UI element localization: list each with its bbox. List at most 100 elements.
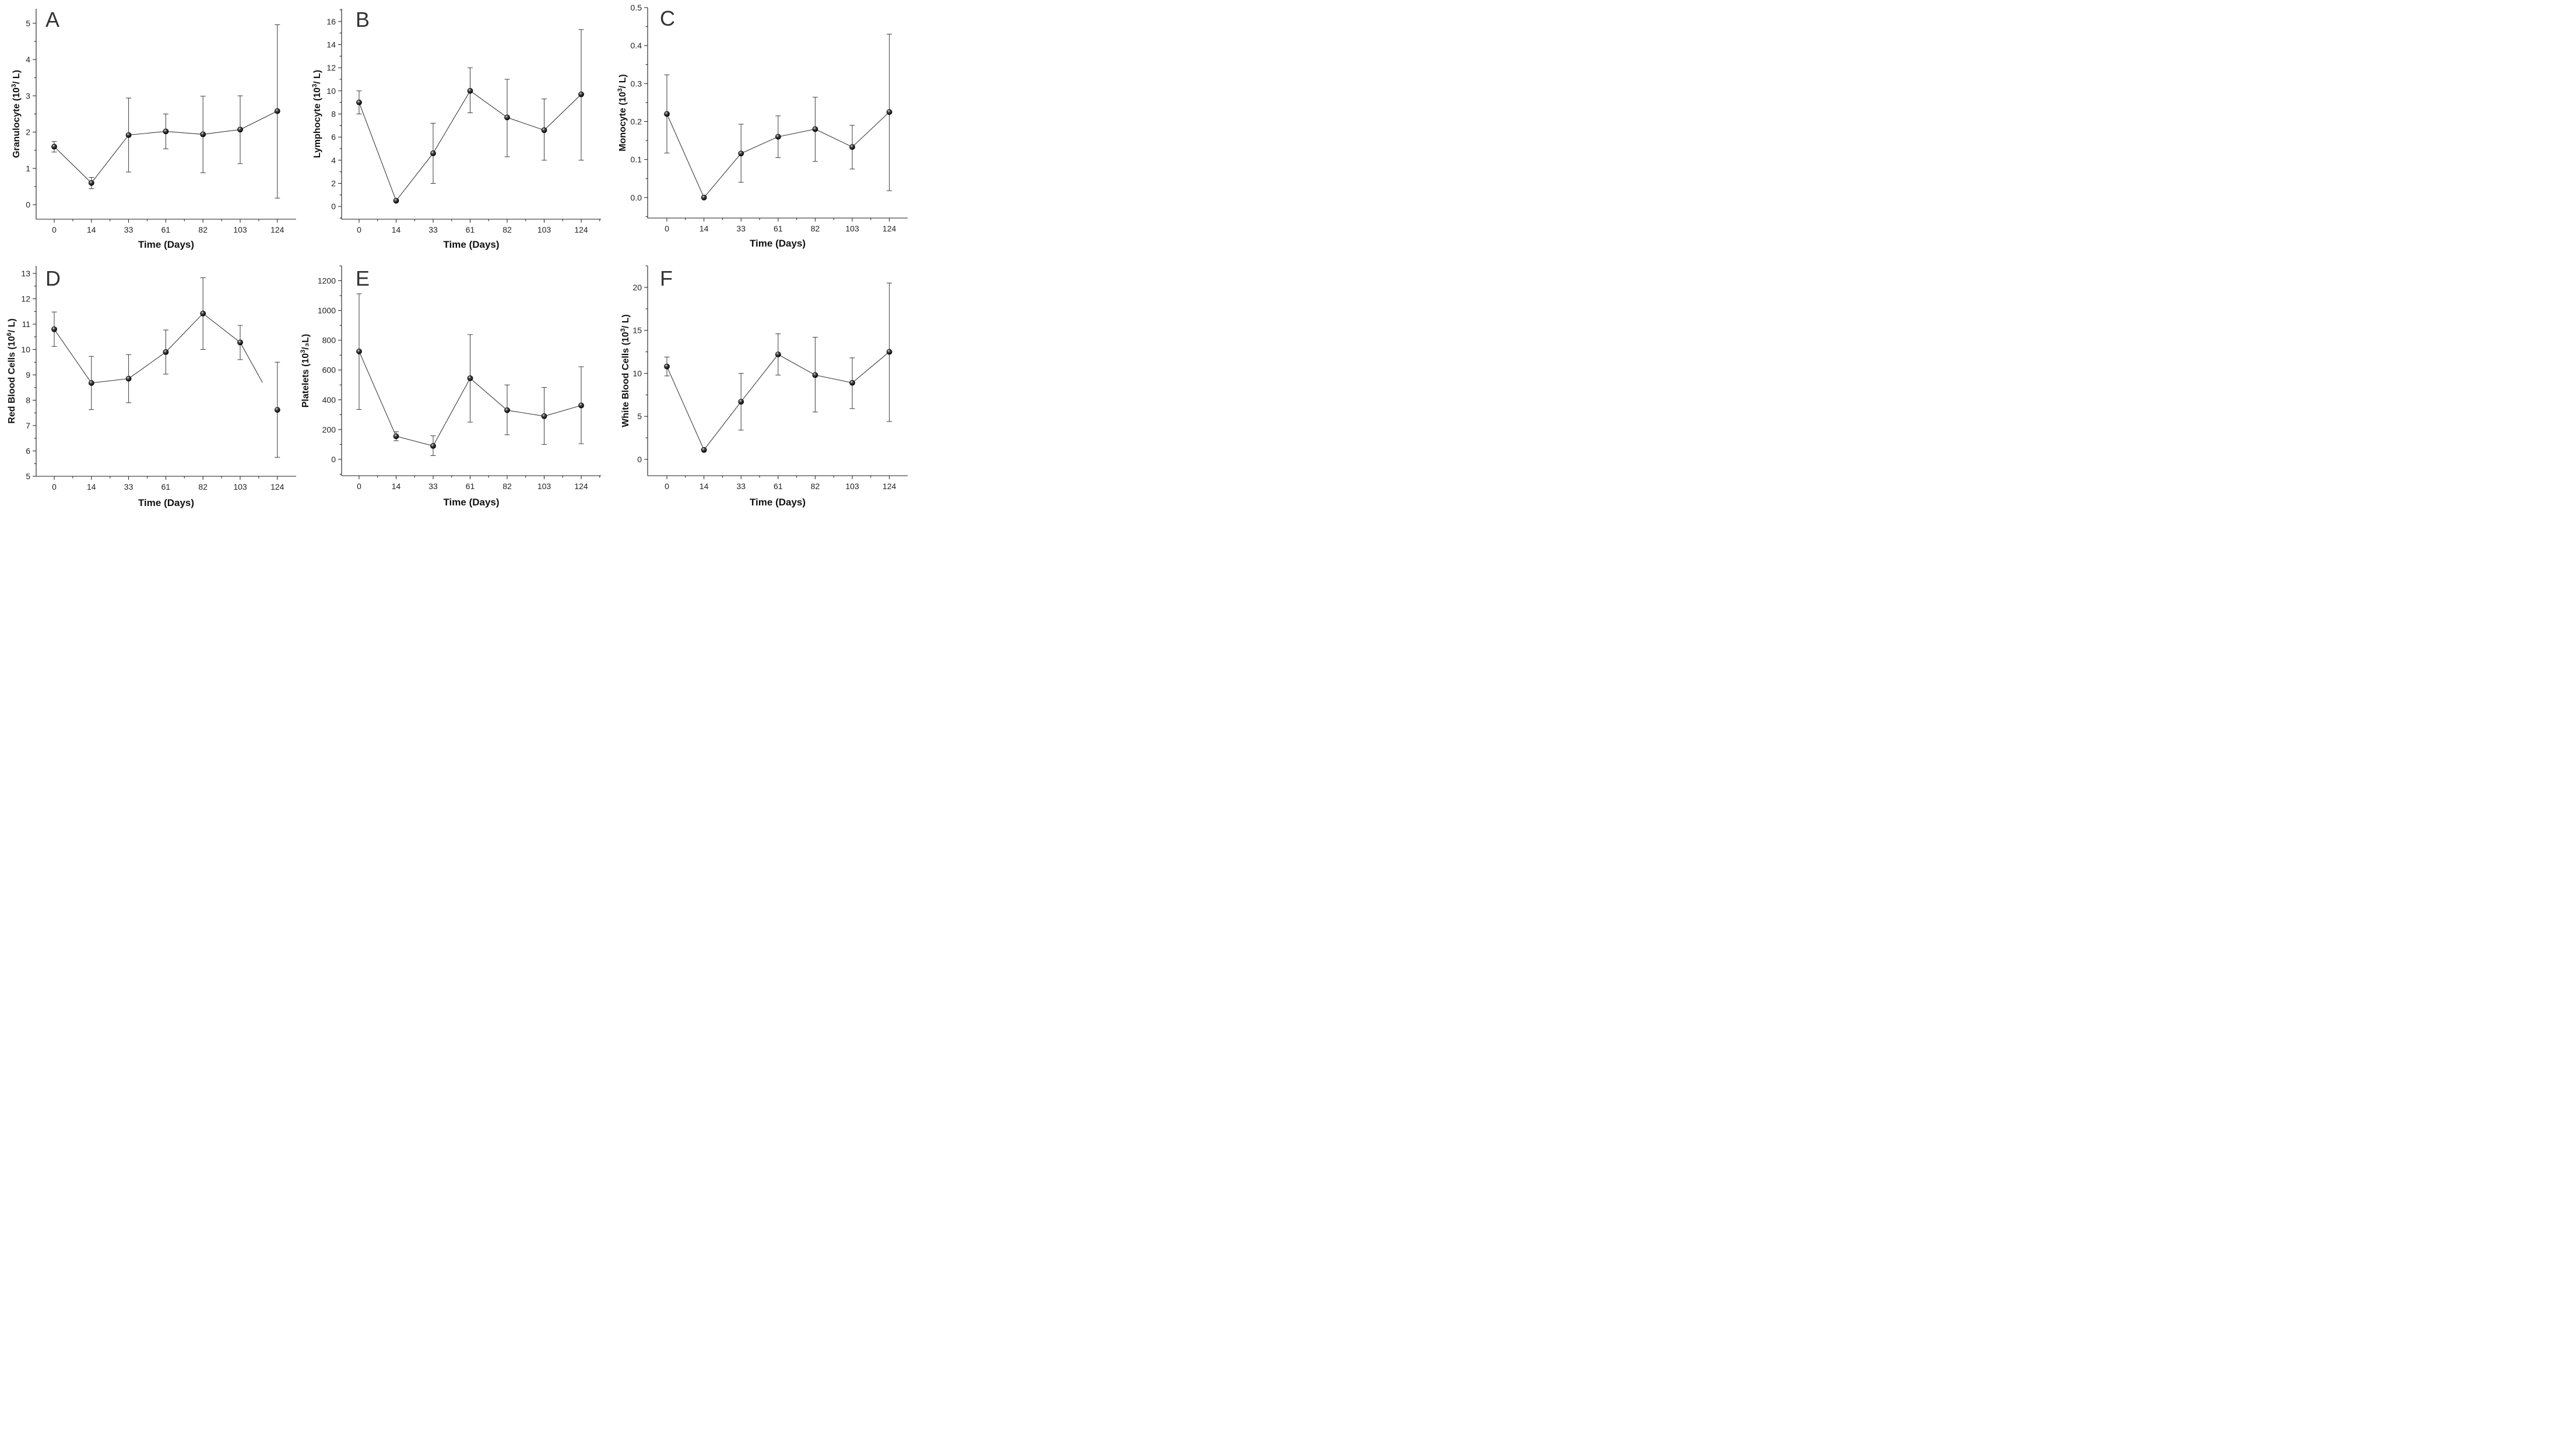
y-axis-title-part: /₃L)	[301, 334, 311, 350]
y-tick-label: 8	[26, 396, 30, 405]
y-axis-title-part: / L)	[618, 74, 628, 88]
y-tick-label: 6	[26, 447, 30, 456]
data-point	[467, 375, 473, 381]
panel-c: 0.0 0.1 0.2 0.3 0.4 0.5 0 14 33 61 82 103 124 Time (D…	[617, 3, 908, 249]
x-tick-label: 82	[811, 482, 820, 491]
y-tick-label: 8	[331, 110, 336, 119]
x-tick-label: 103	[845, 224, 859, 233]
x-axis-title: Time (Days)	[443, 497, 499, 508]
x-tick-label: 61	[774, 224, 783, 233]
data-point	[125, 375, 132, 382]
data-point	[812, 372, 818, 378]
y-tick-label: 400	[322, 395, 336, 405]
data-point	[467, 87, 473, 94]
x-tick-label: 124	[574, 225, 588, 234]
y-axis-title: White Blood Cells (103/ L)	[620, 314, 631, 427]
y-tick-label: 200	[322, 425, 336, 434]
y-tick-label: 7	[26, 421, 30, 430]
y-tick-label: 14	[326, 40, 336, 49]
y-tick-label: 600	[322, 366, 336, 375]
data-point	[578, 91, 584, 97]
y-tick-label: 0.3	[631, 79, 642, 88]
data-point	[274, 108, 280, 114]
x-tick-label: 0	[52, 482, 57, 491]
series-line	[54, 313, 263, 384]
y-tick-label: 0	[26, 200, 30, 209]
y-tick-label: 10	[326, 86, 336, 96]
x-tick-label: 82	[198, 482, 208, 491]
x-tick-label: 0	[665, 482, 669, 491]
y-axis-title-part: / L)	[312, 70, 322, 84]
x-tick-label: 124	[574, 482, 588, 491]
data-point	[504, 407, 510, 413]
x-tick-label: 33	[124, 225, 133, 234]
y-tick-label: 0.2	[631, 117, 642, 126]
x-tick-label: 14	[392, 225, 401, 234]
data-point	[163, 349, 169, 355]
data-point	[664, 111, 670, 117]
x-tick-label: 0	[357, 482, 361, 491]
y-tick-label: 3	[26, 91, 30, 100]
x-tick-label: 124	[270, 225, 284, 234]
x-tick-label: 124	[883, 482, 897, 491]
x-tick-label: 103	[845, 482, 859, 491]
y-axis-title-part: Granulocyte (10	[12, 87, 22, 158]
data-point	[578, 402, 584, 409]
y-tick-label: 15	[632, 326, 642, 335]
x-tick-label: 82	[198, 225, 208, 234]
data-point	[541, 127, 547, 133]
x-axis-title: Time (Days)	[138, 497, 194, 508]
y-axis-title: Lymphocyte (103/ L)	[311, 70, 322, 158]
y-tick-label: 0	[637, 455, 642, 464]
panel-letter: E	[356, 266, 370, 290]
data-point	[738, 399, 744, 405]
x-tick-label: 103	[233, 482, 247, 491]
y-tick-label: 13	[21, 269, 30, 278]
data-point	[886, 109, 892, 115]
y-tick-label: 1200	[318, 276, 336, 286]
data-point	[849, 144, 855, 150]
y-tick-label: 10	[632, 368, 642, 378]
x-tick-label: 14	[700, 482, 709, 491]
data-point	[125, 132, 132, 138]
x-tick-label: 0	[52, 225, 57, 234]
panel-letter: F	[660, 266, 673, 290]
x-tick-label: 14	[700, 224, 709, 233]
data-point	[775, 133, 781, 140]
data-point	[775, 352, 781, 357]
panel-f: 0 5 10 15 20 0 14 33 61 82 103 124 Time (Days) White …	[620, 265, 908, 508]
y-tick-label: 2	[26, 128, 30, 137]
y-axis-title-part: Red Blood Cells (10	[7, 336, 17, 423]
y-axis-title: Monocyte (103/ L)	[617, 74, 628, 151]
data-point	[812, 126, 818, 132]
y-tick-label: 0.0	[631, 193, 642, 202]
data-point	[237, 127, 243, 133]
y-axis-title-superscript: 3	[10, 84, 17, 87]
y-axis-title: Granulocyte (103/ L)	[10, 70, 22, 158]
x-tick-label: 103	[233, 225, 247, 234]
y-axis-title-part: / L)	[621, 314, 631, 328]
data-point	[237, 339, 243, 346]
y-axis-title: Platelets (103/₃L)	[300, 334, 311, 407]
panel-d: 5 6 7 8 9 10 11 12 13 0 14 33 61 82 103 124 Time (Days) R…	[6, 266, 296, 508]
panel-a: 0 1 2 3 4 5 0 14 33 61 82 103 124 Time (Days) Granuloc…	[10, 8, 296, 250]
x-tick-label: 33	[124, 482, 133, 491]
panel-e: 0 200 400 600 800 1000 1200 0 14 33 61 82 103 124 Time…	[300, 265, 601, 508]
y-axis-title-superscript: 3	[311, 84, 318, 87]
x-tick-label: 61	[161, 225, 171, 234]
y-tick-label: 0.1	[631, 155, 642, 164]
y-tick-label: 4	[26, 55, 30, 64]
y-axis-title-part: White Blood Cells (10	[621, 332, 631, 427]
x-tick-label: 14	[87, 225, 96, 234]
x-tick-label: 82	[502, 225, 512, 234]
y-tick-label: 0	[331, 202, 336, 211]
x-tick-label: 124	[883, 224, 897, 233]
y-axis-title-part: / L)	[12, 70, 22, 84]
data-point	[430, 443, 436, 449]
x-tick-label: 82	[811, 224, 820, 233]
panel-letter: B	[356, 8, 370, 31]
data-point	[430, 150, 436, 156]
x-tick-label: 0	[357, 225, 361, 234]
panel-letter: A	[45, 8, 59, 31]
x-axis-title: Time (Days)	[138, 239, 194, 250]
